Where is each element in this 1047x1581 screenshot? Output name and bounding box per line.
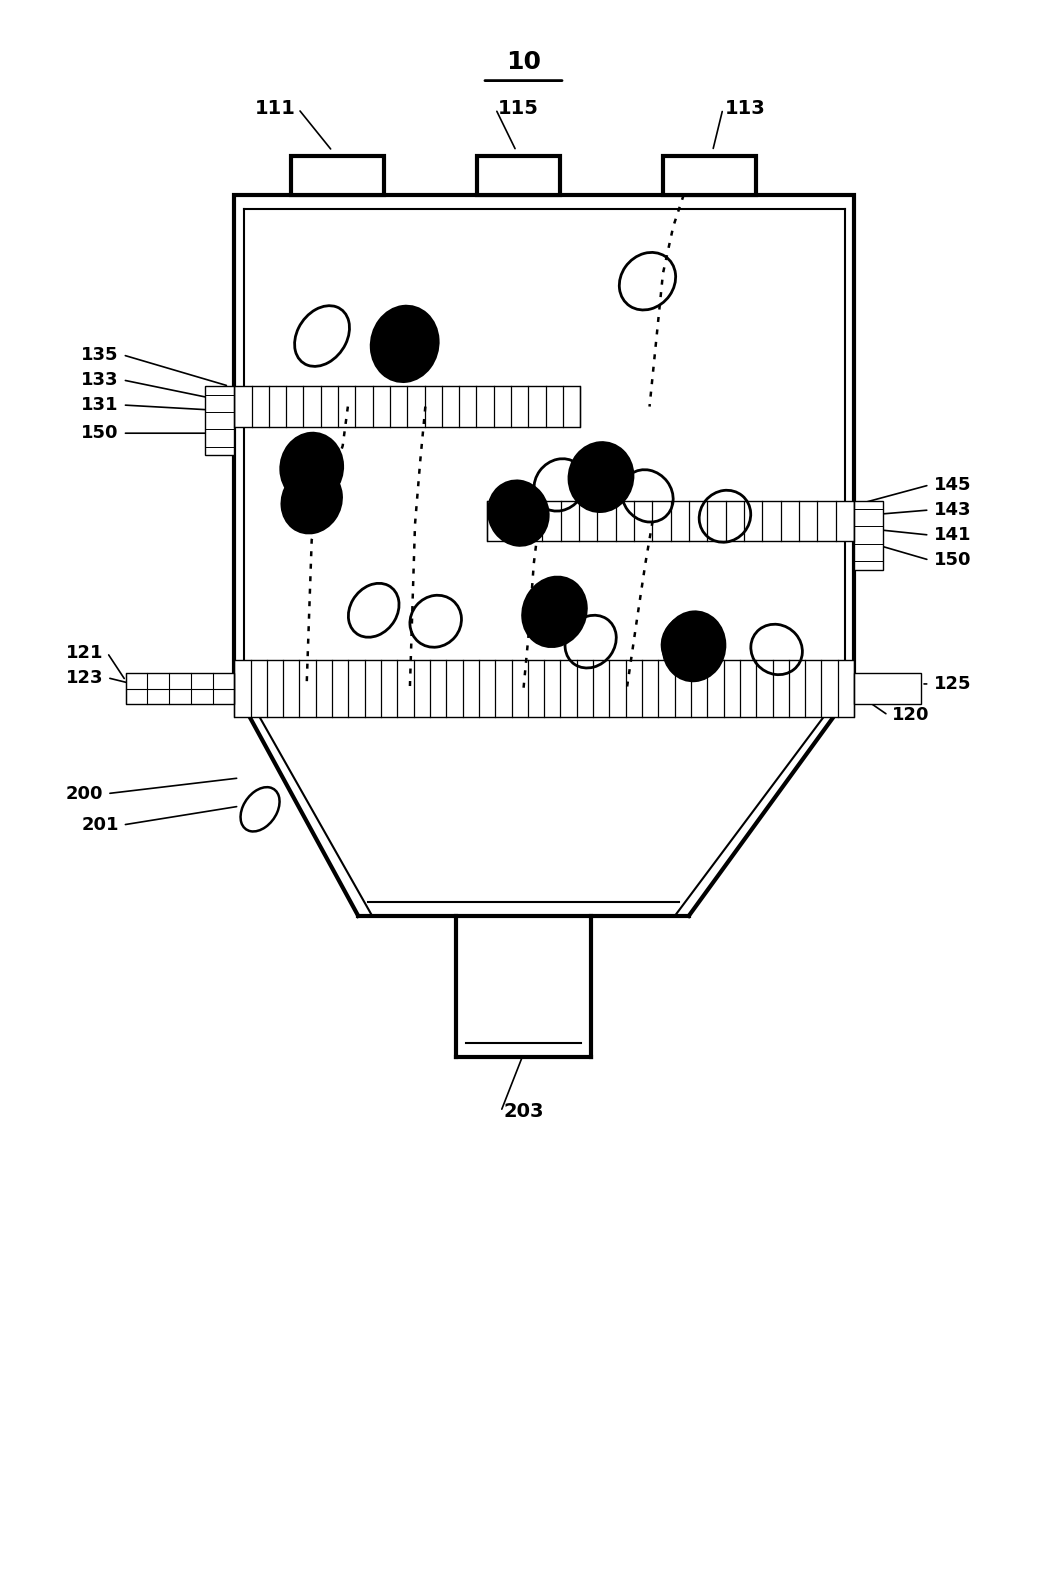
Text: 125: 125: [934, 675, 971, 692]
Bar: [235, 194, 854, 689]
Bar: [663, 157, 756, 194]
Ellipse shape: [569, 443, 633, 512]
Text: 111: 111: [255, 100, 296, 119]
Text: 200: 200: [66, 784, 104, 803]
Text: 150: 150: [934, 552, 971, 569]
Bar: [487, 501, 854, 541]
Bar: [854, 501, 883, 569]
Ellipse shape: [241, 787, 280, 832]
Ellipse shape: [372, 307, 439, 381]
Bar: [291, 157, 384, 194]
Bar: [235, 386, 580, 427]
Text: 115: 115: [498, 100, 539, 119]
Bar: [477, 157, 560, 194]
Text: 145: 145: [934, 476, 971, 493]
Text: 150: 150: [82, 424, 118, 443]
Bar: [854, 674, 921, 704]
Text: 113: 113: [726, 100, 766, 119]
Ellipse shape: [663, 612, 725, 681]
Text: 135: 135: [82, 346, 118, 364]
Text: 10: 10: [506, 49, 541, 74]
Text: 133: 133: [82, 372, 118, 389]
Ellipse shape: [282, 468, 341, 533]
Ellipse shape: [281, 433, 342, 503]
Text: 143: 143: [934, 501, 971, 519]
Ellipse shape: [522, 577, 586, 647]
Text: 203: 203: [504, 1102, 543, 1121]
Bar: [235, 661, 854, 716]
Ellipse shape: [489, 481, 549, 545]
Text: 123: 123: [66, 669, 104, 686]
Text: 141: 141: [934, 526, 971, 544]
Bar: [126, 674, 235, 704]
Text: 131: 131: [82, 395, 118, 414]
Text: 201: 201: [82, 816, 118, 833]
Text: 120: 120: [892, 707, 930, 724]
Text: 121: 121: [66, 643, 104, 661]
Bar: [205, 386, 235, 455]
